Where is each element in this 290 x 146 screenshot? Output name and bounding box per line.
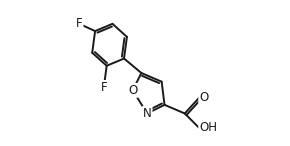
Text: F: F <box>76 17 83 30</box>
Text: N: N <box>143 107 152 120</box>
Text: O: O <box>199 91 209 104</box>
Text: OH: OH <box>199 121 217 134</box>
Text: O: O <box>128 84 137 97</box>
Text: F: F <box>100 81 107 94</box>
